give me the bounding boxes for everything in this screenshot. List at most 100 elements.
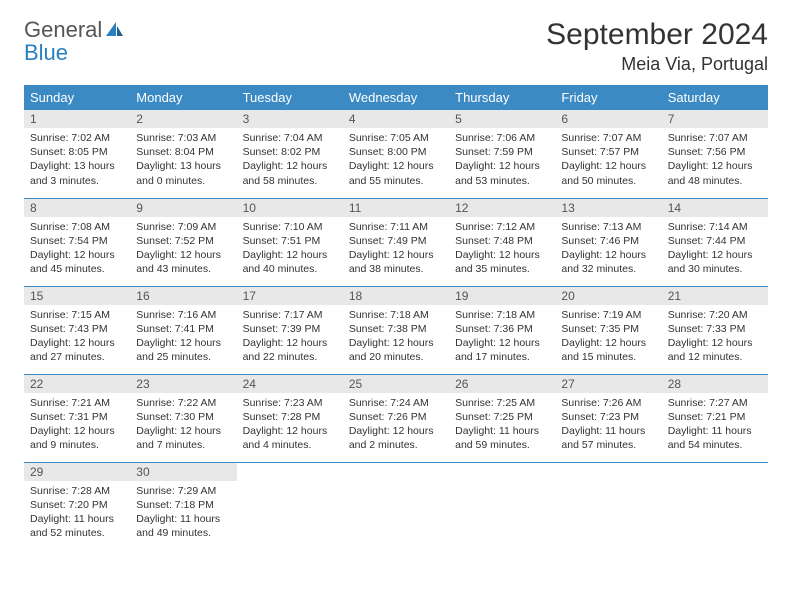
calendar-week-row: 29Sunrise: 7:28 AMSunset: 7:20 PMDayligh… [24, 462, 768, 550]
sunrise-text: Sunrise: 7:23 AM [243, 396, 337, 410]
sunset-text: Sunset: 7:44 PM [668, 234, 762, 248]
sunrise-text: Sunrise: 7:17 AM [243, 308, 337, 322]
sunset-text: Sunset: 8:00 PM [349, 145, 443, 159]
day-number: 15 [24, 287, 130, 305]
sunset-text: Sunset: 7:39 PM [243, 322, 337, 336]
day-details: Sunrise: 7:15 AMSunset: 7:43 PMDaylight:… [24, 305, 130, 369]
day-number: 18 [343, 287, 449, 305]
day-number: 8 [24, 199, 130, 217]
weekday-header: Sunday [24, 85, 130, 110]
daylight-text: Daylight: 12 hours and 20 minutes. [349, 336, 443, 364]
day-details: Sunrise: 7:27 AMSunset: 7:21 PMDaylight:… [662, 393, 768, 457]
calendar-day-cell: 5Sunrise: 7:06 AMSunset: 7:59 PMDaylight… [449, 110, 555, 198]
day-details: Sunrise: 7:25 AMSunset: 7:25 PMDaylight:… [449, 393, 555, 457]
calendar-week-row: 22Sunrise: 7:21 AMSunset: 7:31 PMDayligh… [24, 374, 768, 462]
day-details: Sunrise: 7:04 AMSunset: 8:02 PMDaylight:… [237, 128, 343, 192]
day-number: 5 [449, 110, 555, 128]
calendar-day-cell [343, 462, 449, 550]
calendar-day-cell: 27Sunrise: 7:26 AMSunset: 7:23 PMDayligh… [555, 374, 661, 462]
sunrise-text: Sunrise: 7:11 AM [349, 220, 443, 234]
daylight-text: Daylight: 12 hours and 27 minutes. [30, 336, 124, 364]
sunrise-text: Sunrise: 7:16 AM [136, 308, 230, 322]
sunset-text: Sunset: 7:30 PM [136, 410, 230, 424]
calendar-day-cell: 21Sunrise: 7:20 AMSunset: 7:33 PMDayligh… [662, 286, 768, 374]
sunset-text: Sunset: 7:26 PM [349, 410, 443, 424]
sunrise-text: Sunrise: 7:25 AM [455, 396, 549, 410]
day-number: 22 [24, 375, 130, 393]
day-number: 30 [130, 463, 236, 481]
sunrise-text: Sunrise: 7:20 AM [668, 308, 762, 322]
sunrise-text: Sunrise: 7:04 AM [243, 131, 337, 145]
sunrise-text: Sunrise: 7:18 AM [455, 308, 549, 322]
day-number: 11 [343, 199, 449, 217]
calendar-day-cell: 8Sunrise: 7:08 AMSunset: 7:54 PMDaylight… [24, 198, 130, 286]
daylight-text: Daylight: 13 hours and 0 minutes. [136, 159, 230, 187]
sunset-text: Sunset: 8:02 PM [243, 145, 337, 159]
sunset-text: Sunset: 7:36 PM [455, 322, 549, 336]
sunset-text: Sunset: 7:43 PM [30, 322, 124, 336]
day-details: Sunrise: 7:26 AMSunset: 7:23 PMDaylight:… [555, 393, 661, 457]
sunrise-text: Sunrise: 7:29 AM [136, 484, 230, 498]
calendar-day-cell: 3Sunrise: 7:04 AMSunset: 8:02 PMDaylight… [237, 110, 343, 198]
day-details: Sunrise: 7:17 AMSunset: 7:39 PMDaylight:… [237, 305, 343, 369]
sunset-text: Sunset: 8:05 PM [30, 145, 124, 159]
day-number: 21 [662, 287, 768, 305]
day-details: Sunrise: 7:16 AMSunset: 7:41 PMDaylight:… [130, 305, 236, 369]
day-details: Sunrise: 7:18 AMSunset: 7:36 PMDaylight:… [449, 305, 555, 369]
calendar-day-cell: 20Sunrise: 7:19 AMSunset: 7:35 PMDayligh… [555, 286, 661, 374]
daylight-text: Daylight: 12 hours and 4 minutes. [243, 424, 337, 452]
day-details: Sunrise: 7:02 AMSunset: 8:05 PMDaylight:… [24, 128, 130, 192]
calendar-day-cell: 14Sunrise: 7:14 AMSunset: 7:44 PMDayligh… [662, 198, 768, 286]
sunset-text: Sunset: 7:54 PM [30, 234, 124, 248]
day-number: 4 [343, 110, 449, 128]
daylight-text: Daylight: 12 hours and 7 minutes. [136, 424, 230, 452]
location: Meia Via, Portugal [546, 54, 768, 75]
calendar-day-cell: 12Sunrise: 7:12 AMSunset: 7:48 PMDayligh… [449, 198, 555, 286]
weekday-header: Tuesday [237, 85, 343, 110]
sunrise-text: Sunrise: 7:06 AM [455, 131, 549, 145]
calendar-day-cell: 10Sunrise: 7:10 AMSunset: 7:51 PMDayligh… [237, 198, 343, 286]
day-number: 7 [662, 110, 768, 128]
sunset-text: Sunset: 7:18 PM [136, 498, 230, 512]
calendar-day-cell: 11Sunrise: 7:11 AMSunset: 7:49 PMDayligh… [343, 198, 449, 286]
brand-part2: Blue [24, 40, 68, 65]
sunset-text: Sunset: 7:49 PM [349, 234, 443, 248]
sunset-text: Sunset: 7:59 PM [455, 145, 549, 159]
day-details: Sunrise: 7:06 AMSunset: 7:59 PMDaylight:… [449, 128, 555, 192]
daylight-text: Daylight: 11 hours and 52 minutes. [30, 512, 124, 540]
calendar-day-cell: 16Sunrise: 7:16 AMSunset: 7:41 PMDayligh… [130, 286, 236, 374]
sunrise-text: Sunrise: 7:13 AM [561, 220, 655, 234]
calendar-day-cell: 24Sunrise: 7:23 AMSunset: 7:28 PMDayligh… [237, 374, 343, 462]
day-details: Sunrise: 7:07 AMSunset: 7:57 PMDaylight:… [555, 128, 661, 192]
weekday-header: Friday [555, 85, 661, 110]
day-number: 9 [130, 199, 236, 217]
day-details: Sunrise: 7:13 AMSunset: 7:46 PMDaylight:… [555, 217, 661, 281]
day-number: 28 [662, 375, 768, 393]
sunset-text: Sunset: 7:31 PM [30, 410, 124, 424]
calendar-day-cell [555, 462, 661, 550]
daylight-text: Daylight: 12 hours and 15 minutes. [561, 336, 655, 364]
day-number: 13 [555, 199, 661, 217]
daylight-text: Daylight: 11 hours and 54 minutes. [668, 424, 762, 452]
calendar-day-cell: 22Sunrise: 7:21 AMSunset: 7:31 PMDayligh… [24, 374, 130, 462]
daylight-text: Daylight: 12 hours and 25 minutes. [136, 336, 230, 364]
day-details: Sunrise: 7:11 AMSunset: 7:49 PMDaylight:… [343, 217, 449, 281]
sunset-text: Sunset: 7:41 PM [136, 322, 230, 336]
sunset-text: Sunset: 7:35 PM [561, 322, 655, 336]
day-number: 12 [449, 199, 555, 217]
daylight-text: Daylight: 12 hours and 40 minutes. [243, 248, 337, 276]
sunrise-text: Sunrise: 7:22 AM [136, 396, 230, 410]
day-details: Sunrise: 7:18 AMSunset: 7:38 PMDaylight:… [343, 305, 449, 369]
day-details: Sunrise: 7:22 AMSunset: 7:30 PMDaylight:… [130, 393, 236, 457]
brand-logo: GeneralBlue [24, 18, 125, 64]
daylight-text: Daylight: 12 hours and 32 minutes. [561, 248, 655, 276]
sunrise-text: Sunrise: 7:14 AM [668, 220, 762, 234]
day-details: Sunrise: 7:10 AMSunset: 7:51 PMDaylight:… [237, 217, 343, 281]
day-number: 1 [24, 110, 130, 128]
sunrise-text: Sunrise: 7:10 AM [243, 220, 337, 234]
sunset-text: Sunset: 7:33 PM [668, 322, 762, 336]
day-number: 23 [130, 375, 236, 393]
day-number: 16 [130, 287, 236, 305]
sunrise-text: Sunrise: 7:26 AM [561, 396, 655, 410]
calendar-day-cell: 1Sunrise: 7:02 AMSunset: 8:05 PMDaylight… [24, 110, 130, 198]
